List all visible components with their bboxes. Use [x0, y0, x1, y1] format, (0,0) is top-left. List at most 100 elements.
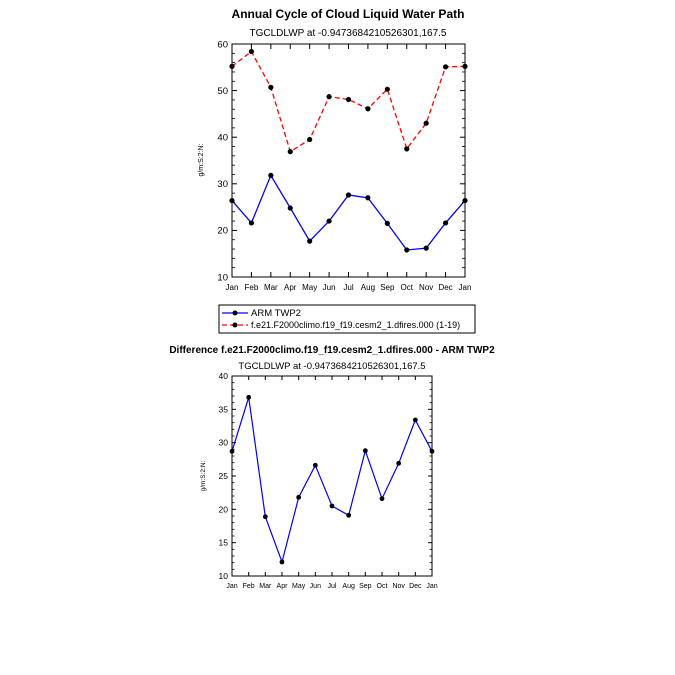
chart-subtitle: TGCLDLWP at -0.9473684210526301,167.5 [238, 361, 425, 372]
y-tick-label: 60 [217, 39, 228, 50]
legend-box [218, 304, 476, 334]
x-tick-label: Apr [284, 283, 297, 292]
data-point [365, 106, 371, 112]
data-point [462, 63, 468, 69]
data-point [307, 136, 313, 143]
x-tick-label: Sep [359, 583, 372, 590]
data-point [296, 494, 302, 500]
y-tick-label: 30 [219, 438, 229, 448]
data-point [248, 48, 255, 55]
x-tick-label: Sep [380, 283, 395, 292]
chart-title: Difference f.e21.F2000climo.f19_f19.cesm… [169, 345, 495, 356]
data-point [429, 448, 435, 454]
data-point [423, 120, 429, 126]
legend: ARM TWP2 f.e21.F2000climo.f19_f19.cesm2_… [218, 304, 476, 334]
data-point [442, 64, 449, 70]
x-tick-label: Feb [245, 283, 259, 292]
data-point [312, 462, 318, 468]
data-point [326, 218, 332, 224]
x-tick-label: Dec [409, 583, 422, 590]
y-axis-label: g/m:S:2:N: [198, 143, 205, 176]
data-point [246, 394, 252, 400]
x-tick-label: Jan [459, 283, 472, 292]
legend-marker-arm [232, 310, 238, 316]
data-point [404, 146, 410, 152]
y-tick-label: 10 [217, 272, 228, 283]
series-layer [229, 394, 435, 565]
data-point [262, 514, 268, 520]
x-tick-label: Jun [310, 583, 321, 590]
chart-subtitle: TGCLDLWP at -0.9473684210526301,167.5 [250, 28, 447, 39]
data-point [384, 86, 390, 92]
data-point [287, 149, 293, 155]
y-tick-label: 10 [219, 571, 229, 581]
x-tick-label: Aug [342, 583, 355, 590]
legend-label-arm: ARM TWP2 [251, 308, 301, 319]
series-layer [229, 48, 468, 253]
data-point [307, 238, 313, 244]
data-point [384, 220, 390, 227]
data-point [365, 195, 371, 201]
y-axis-label: g/m:S:2:N: [200, 460, 207, 491]
legend-marker-model [232, 322, 238, 328]
data-point [268, 84, 274, 90]
data-point [345, 192, 352, 198]
data-point [229, 448, 235, 454]
x-tick-label: Mar [264, 283, 278, 292]
x-tick-label: Aug [361, 283, 375, 292]
data-point [379, 496, 385, 502]
x-tick-label: Oct [377, 583, 388, 590]
x-tick-label: May [302, 283, 317, 292]
data-point [346, 512, 352, 518]
data-point [462, 197, 468, 204]
y-tick-label: 20 [219, 504, 229, 514]
data-point [229, 197, 235, 204]
data-point [229, 63, 235, 69]
x-tick-label: Jul [343, 283, 353, 292]
axes: 10 20 30 40 50 60 Jan Feb Mar Apr May Jun Jul Aug Sep O… [217, 39, 471, 292]
data-point [329, 503, 335, 509]
x-tick-label: Apr [277, 583, 289, 590]
x-tick-label: Jan [226, 583, 237, 590]
x-tick-label: Mar [259, 583, 272, 590]
x-tick-label: Feb [243, 583, 255, 590]
series-line [231, 397, 433, 565]
data-point [326, 94, 332, 100]
legend-label-model: f.e21.F2000climo.f19_f19.cesm2_1.dfires.… [251, 320, 460, 330]
x-tick-label: Nov [392, 583, 405, 590]
x-tick-label: Nov [419, 283, 433, 292]
x-tick-label: Dec [438, 283, 452, 292]
data-point [396, 460, 402, 466]
data-point [423, 245, 429, 251]
annual-cycle-chart: Annual Cycle of Cloud Liquid Water Path … [198, 7, 476, 334]
x-tick-label: Jul [328, 583, 337, 590]
data-point [345, 96, 352, 103]
x-tick-label: May [292, 583, 306, 590]
chart-title: Annual Cycle of Cloud Liquid Water Path [232, 7, 465, 21]
x-tick-label: Jan [426, 583, 437, 590]
data-point [442, 220, 449, 226]
series-line [231, 173, 466, 251]
data-point [268, 172, 274, 179]
y-tick-label: 20 [217, 226, 228, 237]
plot-frame [231, 375, 433, 577]
y-tick-label: 50 [217, 86, 228, 97]
data-point [248, 220, 255, 226]
difference-chart: Difference f.e21.F2000climo.f19_f19.cesm… [169, 345, 495, 590]
y-tick-label: 35 [219, 404, 229, 414]
y-tick-label: 40 [217, 133, 228, 144]
x-tick-label: Oct [401, 283, 414, 292]
y-tick-label: 25 [219, 471, 229, 481]
data-point [279, 559, 285, 565]
y-tick-label: 40 [219, 371, 229, 381]
data-point [287, 205, 293, 211]
x-tick-label: Jan [226, 283, 239, 292]
data-point [404, 247, 410, 253]
y-tick-label: 30 [217, 179, 228, 190]
axes: 10 15 20 25 30 35 40 Jan Feb Mar Apr May Jun Jul Aug Se… [219, 371, 438, 590]
y-tick-label: 15 [219, 538, 229, 548]
data-point [412, 417, 418, 423]
data-point [362, 448, 368, 454]
x-tick-label: Jun [323, 283, 336, 292]
